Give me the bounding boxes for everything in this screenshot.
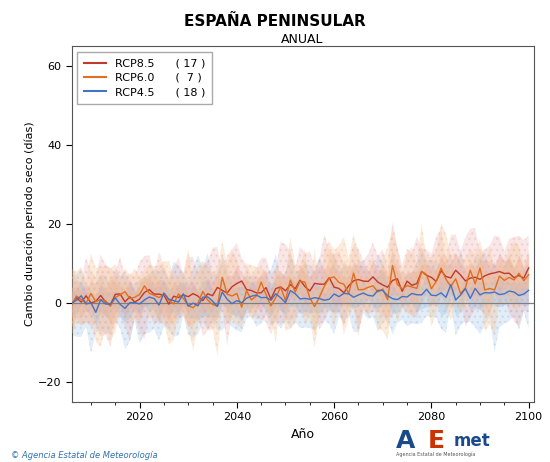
Text: E: E — [427, 429, 444, 453]
Y-axis label: Cambio duración periodo seco (días): Cambio duración periodo seco (días) — [24, 122, 35, 326]
X-axis label: Año: Año — [290, 428, 315, 441]
Text: Agencia Estatal de Meteorología: Agencia Estatal de Meteorología — [396, 452, 475, 457]
Text: A: A — [396, 429, 415, 453]
Text: © Agencia Estatal de Meteorología: © Agencia Estatal de Meteorología — [11, 451, 158, 460]
Text: met: met — [453, 432, 490, 450]
Text: ESPAÑA PENINSULAR: ESPAÑA PENINSULAR — [184, 14, 366, 29]
Legend: RCP8.5      ( 17 ), RCP6.0      (  7 ), RCP4.5      ( 18 ): RCP8.5 ( 17 ), RCP6.0 ( 7 ), RCP4.5 ( 18… — [77, 52, 212, 104]
Title: ANUAL: ANUAL — [281, 33, 324, 46]
